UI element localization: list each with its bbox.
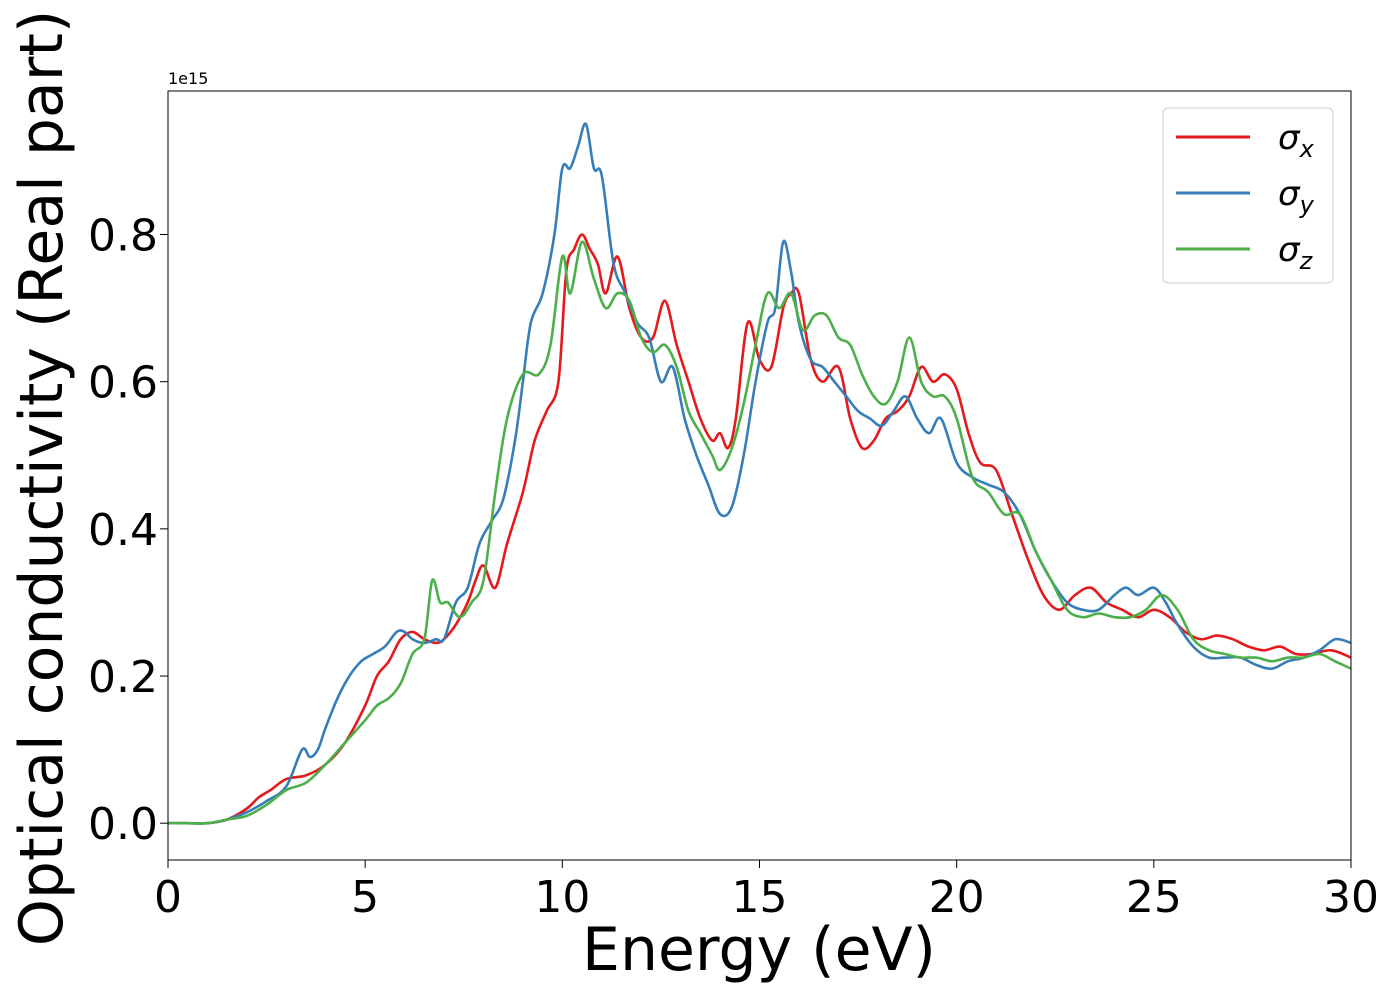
plot-background: [168, 91, 1351, 860]
x-axis-title: Energy (eV): [582, 915, 936, 985]
x-tick-label: 25: [1126, 872, 1182, 923]
series-layer: [168, 122, 1352, 825]
legend: σx σy σz: [1162, 107, 1334, 284]
x-axis: 0 5 10 15 20 25 30: [154, 860, 1379, 923]
legend-label-z: σz: [1278, 230, 1314, 275]
y-tick-label: 0.0: [88, 799, 158, 850]
legend-box: [1162, 107, 1334, 284]
x-tick-label: 10: [534, 872, 590, 923]
y-tick-label: 0.4: [88, 505, 158, 556]
y-axis: 0.0 0.2 0.4 0.6 0.8: [88, 210, 168, 850]
y-offset-label: 1e15: [168, 69, 208, 88]
x-tick-label: 20: [929, 872, 985, 923]
series-line-z: [168, 240, 1352, 825]
x-tick-label: 15: [732, 872, 788, 923]
x-tick-label: 30: [1323, 872, 1379, 923]
y-tick-label: 0.2: [88, 652, 158, 703]
y-axis-title: Optical conductivity (Real part): [7, 10, 77, 947]
series-line-y: [168, 122, 1352, 825]
legend-label-x: σx: [1278, 118, 1315, 163]
y-tick-label: 0.6: [88, 358, 158, 409]
legend-label-y: σy: [1278, 174, 1315, 219]
y-tick-label: 0.8: [88, 210, 158, 261]
x-tick-label: 5: [351, 872, 379, 923]
x-tick-label: 0: [154, 872, 182, 923]
